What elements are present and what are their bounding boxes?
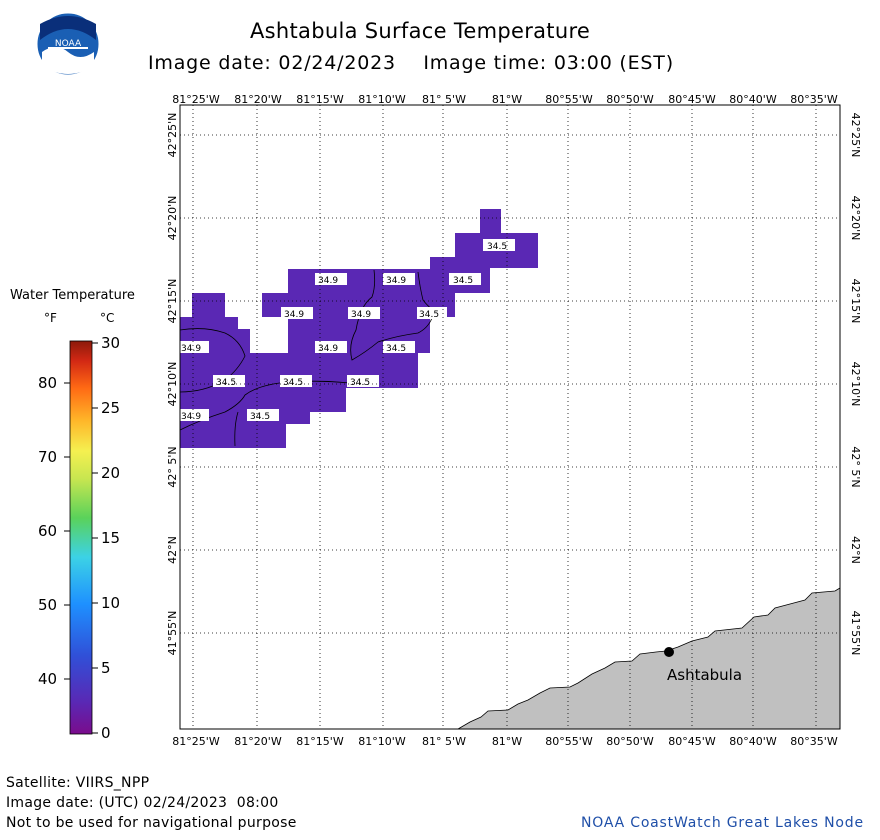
- isotherm-label: 34.5: [487, 242, 507, 252]
- lon-label: 80°55'W: [545, 93, 593, 106]
- logo-text: NOAA: [55, 39, 82, 49]
- legend-title: Water Temperature: [10, 288, 135, 303]
- bottom-longitude-labels: 81°25'W 81°20'W 81°15'W 81°10'W 81° 5'W …: [172, 735, 838, 748]
- image-date: Image date: 02/24/2023: [148, 52, 396, 74]
- legend-c-tick: 15: [101, 529, 120, 547]
- isotherm-label: 34.9: [386, 276, 406, 286]
- lat-label: 41°55'N: [166, 611, 179, 656]
- lon-label: 81°20'W: [234, 735, 282, 748]
- legend-c-tick: 25: [101, 399, 120, 417]
- lat-label: 42° 5'N: [849, 446, 862, 487]
- lon-label: 80°45'W: [668, 735, 716, 748]
- lat-label: 42°10'N: [849, 362, 862, 407]
- lon-label: 81° 5'W: [422, 93, 466, 106]
- lat-label: 42° 5'N: [166, 446, 179, 487]
- image-time: Image time: 03:00 (EST): [423, 52, 674, 74]
- lat-label: 42°15'N: [849, 279, 862, 324]
- lon-label: 80°35'W: [790, 93, 838, 106]
- isotherm-label: 34.5: [283, 378, 303, 388]
- noaa-logo: NOAA: [36, 12, 100, 76]
- left-latitude-labels: 42°25'N 42°20'N 42°15'N 42°10'N 42° 5'N …: [166, 113, 179, 656]
- isotherm-label: 34.5: [386, 344, 406, 354]
- image-date-time: Image date: 02/24/2023 Image time: 03:00…: [148, 52, 674, 74]
- lon-label: 81°10'W: [358, 93, 406, 106]
- legend-c-tick: 0: [101, 724, 111, 742]
- legend-ticks: [64, 342, 98, 734]
- isotherm-labels: 34.5 34.9 34.9 34.5 34.9 34.9 34.5 34.9 …: [180, 239, 515, 422]
- water-pixel: [480, 209, 501, 233]
- legend-f-tick: 70: [38, 448, 57, 466]
- map-frame: [179, 104, 841, 730]
- legend-f-tick: 50: [38, 596, 57, 614]
- water-pixel: [192, 293, 225, 317]
- isotherm-label: 34.9: [351, 310, 371, 320]
- lat-label: 42°15'N: [166, 279, 179, 324]
- lat-label: 42°N: [849, 536, 862, 564]
- lat-label: 42°N: [166, 536, 179, 564]
- lon-label: 81°10'W: [358, 735, 406, 748]
- water-pixel: [180, 317, 238, 329]
- legend-unit-c: °C: [100, 311, 115, 325]
- top-longitude-labels: 81°25'W 81°20'W 81°15'W 81°10'W 81° 5'W …: [172, 93, 838, 106]
- isotherm-label: 34.5: [453, 276, 473, 286]
- graticule: [180, 105, 840, 729]
- water-pixel: [180, 424, 286, 448]
- water-pixel: [180, 388, 346, 412]
- isotherm-label: 34.9: [284, 310, 304, 320]
- lat-label: 42°10'N: [166, 362, 179, 407]
- lon-label: 80°50'W: [606, 93, 654, 106]
- legend-c-tick: 20: [101, 464, 120, 482]
- isotherm-label: 34.5: [350, 378, 370, 388]
- city-marker: [664, 647, 674, 657]
- isotherm-label: 34.9: [181, 412, 201, 422]
- lat-label: 42°25'N: [166, 113, 179, 158]
- lat-label: 42°20'N: [166, 196, 179, 241]
- lon-label: 80°55'W: [545, 735, 593, 748]
- lon-label: 80°35'W: [790, 735, 838, 748]
- isotherm-label: 34.5: [216, 378, 236, 388]
- city-label: Ashtabula: [667, 666, 742, 684]
- lon-label: 81°W: [492, 735, 522, 748]
- lon-label: 80°50'W: [606, 735, 654, 748]
- satellite-info: Satellite: VIIRS_NPP: [6, 775, 150, 791]
- isotherm-label: 34.5: [419, 310, 439, 320]
- lon-label: 81°25'W: [172, 93, 220, 106]
- legend-c-tick: 30: [101, 334, 120, 352]
- isotherm-label: 34.9: [318, 344, 338, 354]
- isotherm-label: 34.9: [181, 344, 201, 354]
- color-legend: 80 70 60 50 40 30 25 20 15 10 5 0: [38, 334, 120, 742]
- lon-label: 81°25'W: [172, 735, 220, 748]
- legend-f-tick: 60: [38, 522, 57, 540]
- isotherm-label: 34.5: [250, 412, 270, 422]
- lon-label: 81°W: [492, 93, 522, 106]
- utc-date: Image date: (UTC) 02/24/2023 08:00: [6, 795, 279, 811]
- lat-label: 42°25'N: [849, 113, 862, 158]
- map-title: Ashtabula Surface Temperature: [250, 19, 591, 43]
- legend-f-tick: 40: [38, 670, 57, 688]
- legend-f-tick: 80: [38, 374, 57, 392]
- legend-unit-f: °F: [44, 311, 57, 325]
- legend-c-tick: 10: [101, 594, 120, 612]
- lon-label: 81°15'W: [296, 93, 344, 106]
- lon-label: 80°45'W: [668, 93, 716, 106]
- lon-label: 80°40'W: [729, 93, 777, 106]
- right-latitude-labels: 42°25'N 42°20'N 42°15'N 42°10'N 42° 5'N …: [849, 113, 862, 656]
- lon-label: 81° 5'W: [422, 735, 466, 748]
- land-ohio: [456, 587, 841, 730]
- lon-label: 81°20'W: [234, 93, 282, 106]
- lat-label: 41°55'N: [849, 611, 862, 656]
- legend-color-bar: [69, 340, 93, 735]
- legend-c-tick: 5: [101, 659, 111, 677]
- lat-label: 42°20'N: [849, 196, 862, 241]
- lon-label: 81°15'W: [296, 735, 344, 748]
- lon-label: 80°40'W: [729, 735, 777, 748]
- disclaimer: Not to be used for navigational purpose: [6, 815, 297, 831]
- credit: NOAA CoastWatch Great Lakes Node: [581, 815, 864, 831]
- isotherm-label: 34.9: [318, 276, 338, 286]
